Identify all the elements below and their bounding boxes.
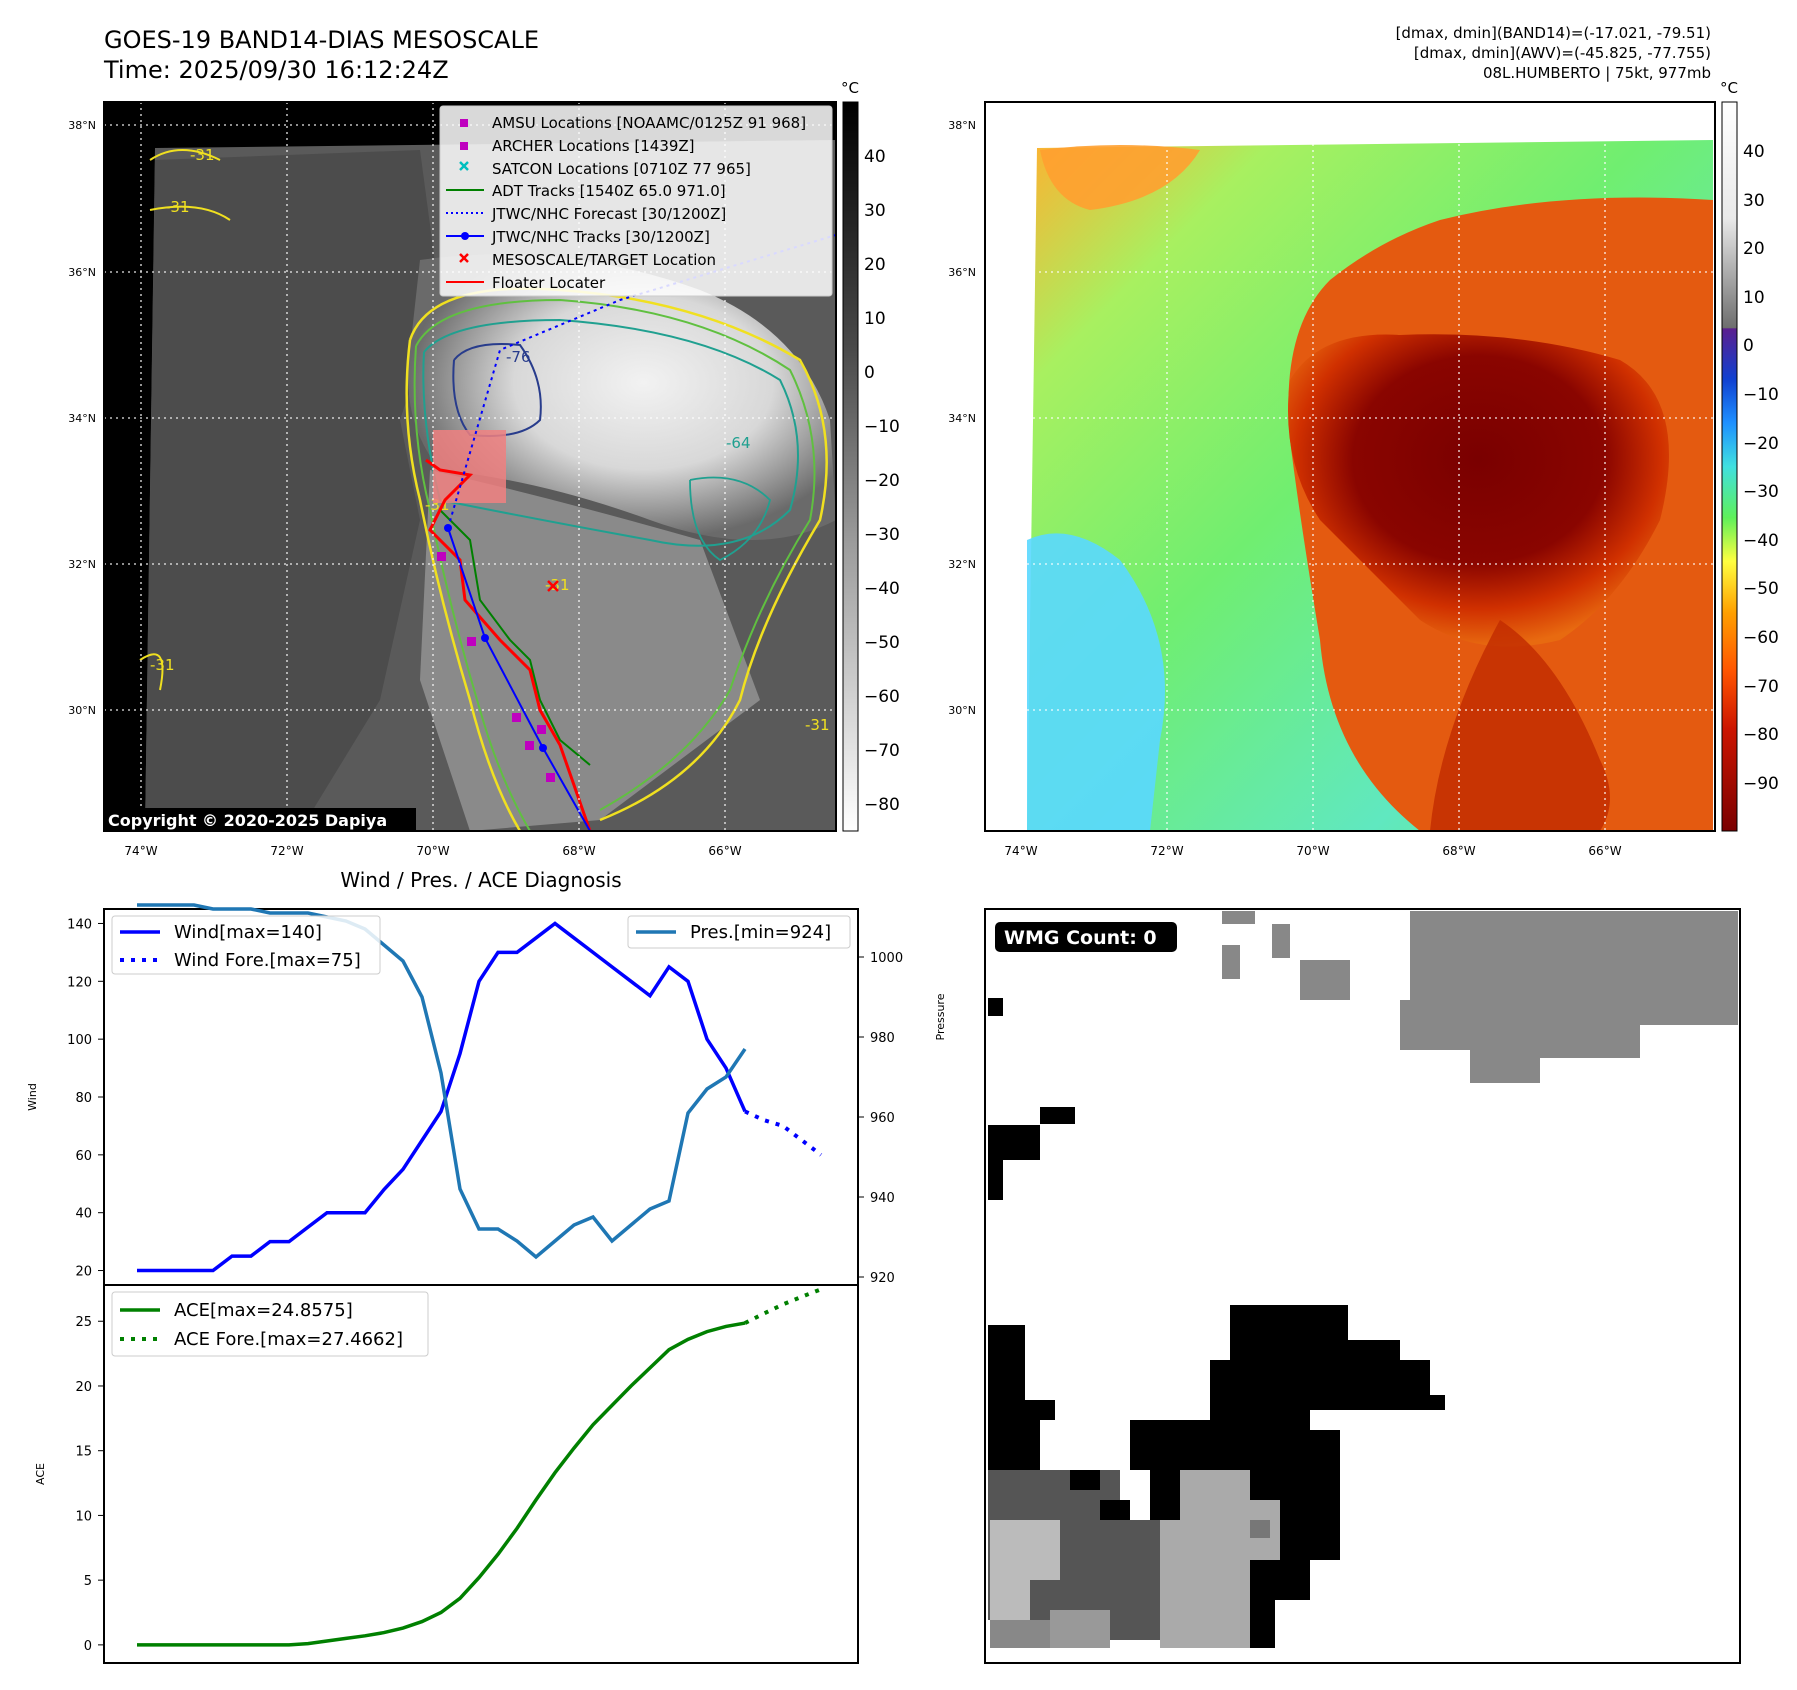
wmg-panel-frame [984,908,1741,1664]
wind-ytick-label: 120 [67,975,92,990]
wind-ytick-label: 40 [75,1207,92,1222]
wind-legend [111,915,381,975]
series-line-1 [744,1109,823,1157]
ace-ytick-label: 0 [84,1639,92,1654]
pressure-axis-label: Pressure [934,993,947,1040]
ace-legend [111,1291,429,1357]
wind-ytick-label: 100 [67,1033,92,1048]
wind-ytick-label: 80 [75,1091,92,1106]
legend-label-ace: ACE[max=24.8575] [174,1300,353,1321]
legend-label-wind-forecast: Wind Fore.[max=75] [174,950,361,971]
ace-axes-frame [103,1284,859,1664]
series-line-2 [137,903,747,1260]
wmg-count-label: WMG Count: 0 [1004,927,1157,949]
pressure-ytick-label: 1000 [870,951,903,966]
wmg-count-badge [995,922,1177,952]
ace-series-line-0 [137,1321,746,1647]
wind-ytick-label: 60 [75,1149,92,1164]
ace-axis-label: ACE [34,1463,47,1485]
pressure-ytick-label: 960 [870,1111,895,1126]
chart-title: Wind / Pres. / ACE Diagnosis [340,868,621,892]
ace-ytick-label: 20 [75,1380,92,1395]
figure-time: Time: 2025/09/30 16:12:24Z [104,56,449,84]
figure-title: GOES-19 BAND14-DIAS MESOSCALE [104,26,540,54]
legend-label-pressure: Pres.[min=924] [690,922,831,943]
series-line-0 [137,921,747,1273]
legend-label-wind: Wind[max=140] [174,922,322,943]
ace-series-line-1 [744,1287,822,1325]
pressure-ytick-label: 920 [870,1271,895,1286]
pressure-legend [627,915,851,949]
ace-ytick-label: 5 [84,1574,92,1589]
stats-awv: [dmax, dmin](AWV)=(-45.825, -77.755) [1413,44,1711,62]
stats-band14: [dmax, dmin](BAND14)=(-17.021, -79.51) [1395,24,1711,42]
ace-ytick-label: 25 [75,1315,92,1330]
pressure-ytick-label: 980 [870,1031,895,1046]
ace-ytick-label: 15 [75,1445,92,1460]
pressure-ytick-label: 940 [870,1191,895,1206]
wind-ytick-label: 20 [75,1265,92,1280]
legend-label-ace-forecast: ACE Fore.[max=27.4662] [174,1329,403,1350]
ace-ytick-label: 10 [75,1509,92,1524]
wind-ytick-label: 140 [67,917,92,932]
wind-axis-label: Wind [26,1083,39,1111]
stats-storm: 08L.HUMBERTO | 75kt, 977mb [1482,64,1711,82]
